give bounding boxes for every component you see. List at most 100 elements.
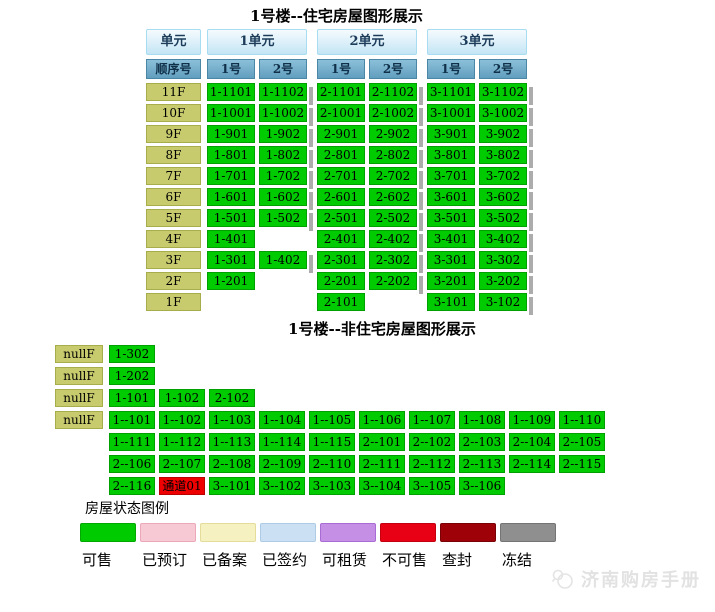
unit-cell[interactable]: 3--101 xyxy=(209,477,255,495)
unit-cell[interactable]: 1-701 xyxy=(207,167,255,185)
unit-cell[interactable]: 1--104 xyxy=(259,411,305,429)
unit-cell[interactable]: 2-201 xyxy=(317,272,365,290)
unit-cell[interactable]: 2-701 xyxy=(317,167,365,185)
unit-cell[interactable]: 1--101 xyxy=(109,411,155,429)
unit-cell[interactable]: 3-901 xyxy=(427,125,475,143)
unit-cell[interactable]: 1--107 xyxy=(409,411,455,429)
unit-cell[interactable]: 1-602 xyxy=(259,188,313,210)
unit-cell[interactable]: 3-201 xyxy=(427,272,475,290)
unit-cell[interactable]: 2--113 xyxy=(459,455,505,473)
unit-cell[interactable]: 1-702 xyxy=(259,167,313,189)
unit-cell[interactable]: 3-402 xyxy=(479,230,533,252)
unit-cell[interactable]: 3-302 xyxy=(479,251,533,273)
unit-cell[interactable]: 3-602 xyxy=(479,188,533,210)
unit-cell[interactable]: 3--103 xyxy=(309,477,355,495)
unit-cell[interactable]: 3-701 xyxy=(427,167,475,185)
unit-cell[interactable]: 2--109 xyxy=(259,455,305,473)
unit-cell[interactable]: 1--114 xyxy=(259,433,305,451)
unit-cell[interactable]: 2-501 xyxy=(317,209,365,227)
unit-cell[interactable]: 2-601 xyxy=(317,188,365,206)
unit-cell[interactable]: 1-1002 xyxy=(259,104,313,126)
unit-cell[interactable]: 2--114 xyxy=(509,455,555,473)
unit-cell[interactable]: 2--116 xyxy=(109,477,155,495)
unit-cell[interactable]: 1-101 xyxy=(109,389,155,407)
unit-cell[interactable]: 3-401 xyxy=(427,230,475,248)
unit-cell[interactable]: 3-102 xyxy=(479,293,533,315)
unit-cell[interactable]: 3-101 xyxy=(427,293,475,311)
unit-cell[interactable]: 3--106 xyxy=(459,477,505,495)
unit-cell[interactable]: 2--108 xyxy=(209,455,255,473)
unit-cell[interactable]: 3--102 xyxy=(259,477,305,495)
unit-cell[interactable]: 3-801 xyxy=(427,146,475,164)
unit-cell[interactable]: 1--106 xyxy=(359,411,405,429)
unit-cell[interactable]: 2--104 xyxy=(509,433,555,451)
unit-cell[interactable]: 2--111 xyxy=(359,455,405,473)
unit-cell[interactable]: 1-901 xyxy=(207,125,255,143)
unit-cell[interactable]: 1-1101 xyxy=(207,83,255,101)
unit-cell[interactable]: 1-1102 xyxy=(259,83,313,105)
unit-cell[interactable]: 1--115 xyxy=(309,433,355,451)
unit-cell[interactable]: 2--101 xyxy=(359,433,405,451)
unit-cell[interactable]: 2-1102 xyxy=(369,83,423,105)
unit-cell[interactable]: 2-902 xyxy=(369,125,423,147)
unit-cell[interactable]: 1-601 xyxy=(207,188,255,206)
unit-cell[interactable]: 2--110 xyxy=(309,455,355,473)
unit-cell[interactable]: 1--110 xyxy=(559,411,605,429)
unit-cell[interactable]: 2-802 xyxy=(369,146,423,168)
unit-cell[interactable]: 1-801 xyxy=(207,146,255,164)
unit-cell[interactable]: 2-702 xyxy=(369,167,423,189)
unit-cell[interactable]: 通道01 xyxy=(159,477,205,495)
unit-cell[interactable]: 2--105 xyxy=(559,433,605,451)
unit-cell[interactable]: 2--112 xyxy=(409,455,455,473)
unit-cell[interactable]: 3--105 xyxy=(409,477,455,495)
unit-cell[interactable]: 1-1001 xyxy=(207,104,255,122)
unit-cell[interactable]: 1--103 xyxy=(209,411,255,429)
unit-cell[interactable]: 2-301 xyxy=(317,251,365,269)
unit-cell[interactable]: 1-301 xyxy=(207,251,255,269)
unit-cell[interactable]: 2-401 xyxy=(317,230,365,248)
unit-cell[interactable]: 3-1001 xyxy=(427,104,475,122)
unit-cell[interactable]: 3-202 xyxy=(479,272,533,294)
unit-cell[interactable]: 1--111 xyxy=(109,433,155,451)
unit-cell[interactable]: 1-201 xyxy=(207,272,255,290)
unit-cell[interactable]: 2--103 xyxy=(459,433,505,451)
unit-cell[interactable]: 2--102 xyxy=(409,433,455,451)
unit-cell[interactable]: 1-302 xyxy=(109,345,155,363)
unit-cell[interactable]: 3-1002 xyxy=(479,104,533,126)
unit-cell[interactable]: 2--115 xyxy=(559,455,605,473)
unit-cell[interactable]: 2-1001 xyxy=(317,104,365,122)
unit-cell[interactable]: 1-402 xyxy=(259,251,313,273)
unit-cell[interactable]: 1--102 xyxy=(159,411,205,429)
unit-cell[interactable]: 1--105 xyxy=(309,411,355,429)
unit-cell[interactable]: 2-202 xyxy=(369,272,423,294)
unit-cell[interactable]: 3-1102 xyxy=(479,83,533,105)
unit-cell[interactable]: 3-802 xyxy=(479,146,533,168)
unit-cell[interactable]: 1-501 xyxy=(207,209,255,227)
unit-cell[interactable]: 3-601 xyxy=(427,188,475,206)
unit-cell[interactable]: 1--113 xyxy=(209,433,255,451)
unit-cell[interactable]: 3-502 xyxy=(479,209,533,231)
unit-cell[interactable]: 2-801 xyxy=(317,146,365,164)
unit-cell[interactable]: 1-902 xyxy=(259,125,313,147)
unit-cell[interactable]: 3-501 xyxy=(427,209,475,227)
unit-cell[interactable]: 2--106 xyxy=(109,455,155,473)
unit-cell[interactable]: 2-102 xyxy=(209,389,255,407)
unit-cell[interactable]: 2-1002 xyxy=(369,104,423,126)
unit-cell[interactable]: 2-502 xyxy=(369,209,423,231)
unit-cell[interactable]: 2-602 xyxy=(369,188,423,210)
unit-cell[interactable]: 1-802 xyxy=(259,146,313,168)
unit-cell[interactable]: 3--104 xyxy=(359,477,405,495)
unit-cell[interactable]: 2-901 xyxy=(317,125,365,143)
unit-cell[interactable]: 2-101 xyxy=(317,293,365,311)
unit-cell[interactable]: 2-1101 xyxy=(317,83,365,101)
unit-cell[interactable]: 1-502 xyxy=(259,209,313,231)
unit-cell[interactable]: 2--107 xyxy=(159,455,205,473)
unit-cell[interactable]: 3-902 xyxy=(479,125,533,147)
unit-cell[interactable]: 3-702 xyxy=(479,167,533,189)
unit-cell[interactable]: 1--108 xyxy=(459,411,505,429)
unit-cell[interactable]: 1-401 xyxy=(207,230,255,248)
unit-cell[interactable]: 1--109 xyxy=(509,411,555,429)
unit-cell[interactable]: 2-302 xyxy=(369,251,423,273)
unit-cell[interactable]: 1-102 xyxy=(159,389,205,407)
unit-cell[interactable]: 1-202 xyxy=(109,367,155,385)
